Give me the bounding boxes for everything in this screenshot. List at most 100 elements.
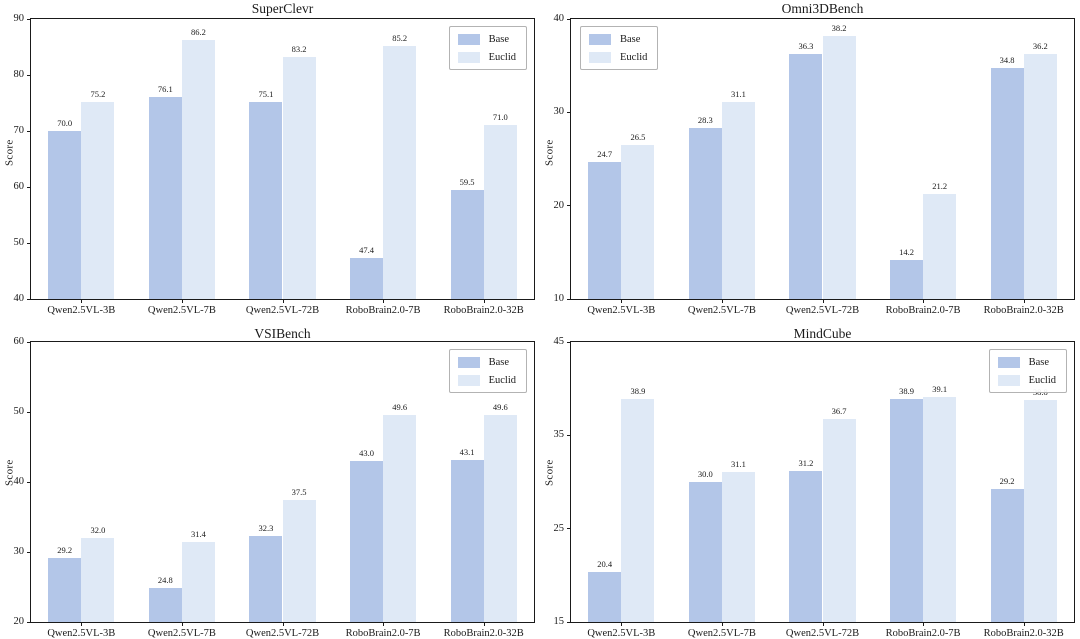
bar-value-label: 38.9 — [630, 385, 646, 396]
y-tick-mark — [27, 411, 31, 413]
legend-item: Base — [997, 355, 1056, 369]
bar-base — [349, 461, 384, 622]
legend: Base Euclid — [580, 26, 659, 70]
y-tick-mark — [27, 621, 31, 623]
bar-value-label: 36.2 — [1032, 41, 1048, 52]
y-tick-label: 60 — [13, 181, 25, 192]
bar-value-label: 29.2 — [57, 544, 73, 555]
y-tick-mark — [567, 528, 571, 530]
x-tick-mark — [483, 299, 485, 303]
y-tick-label: 40 — [13, 293, 25, 304]
x-tick-mark — [721, 299, 723, 303]
bar-base — [889, 398, 924, 622]
x-tick-mark — [822, 622, 824, 626]
y-axis-label: Score — [543, 139, 556, 167]
x-tick-mark — [621, 299, 623, 303]
bar-value-label: 26.5 — [630, 132, 646, 142]
bar-euclid — [822, 419, 856, 622]
bar-value-label: 37.5 — [291, 486, 307, 497]
y-tick-mark — [27, 186, 31, 188]
plot-area: 10 20 30 40 Qwen2.5VL-3B 24.7 26.5 Qwen2.5VL-7B… — [554, 13, 1075, 316]
x-category-label: Qwen2.5VL-7B — [687, 305, 756, 316]
bar-base — [889, 259, 924, 299]
bar-euclid — [1023, 54, 1057, 299]
x-tick-mark — [1023, 299, 1025, 303]
legend-swatch — [457, 33, 480, 45]
chart-title: Omni3DBench — [781, 1, 864, 16]
bar-value-label: 38.2 — [831, 22, 847, 33]
legend: Base Euclid — [988, 349, 1067, 393]
y-tick-label: 50 — [13, 406, 25, 417]
bar-value-label: 76.1 — [157, 83, 173, 94]
x-category-label: RoboBrain2.0-32B — [983, 628, 1064, 639]
bar-value-label: 75.2 — [90, 88, 106, 99]
bar-value-label: 24.7 — [597, 148, 613, 159]
bar-euclid — [923, 397, 957, 622]
x-category-label: Qwen2.5VL-3B — [587, 628, 656, 639]
x-tick-mark — [621, 622, 623, 626]
bar-base — [990, 67, 1024, 299]
bar-value-label: 59.5 — [459, 176, 475, 187]
bar-euclid — [621, 145, 655, 299]
bar-base — [688, 482, 722, 622]
bar-base — [450, 460, 484, 622]
y-axis-label: Score — [3, 139, 16, 167]
legend-item: Euclid — [589, 50, 647, 64]
y-tick-mark — [567, 341, 571, 343]
y-tick-label: 70 — [13, 125, 25, 136]
legend-item: Euclid — [997, 373, 1056, 387]
x-tick-mark — [383, 299, 385, 303]
y-tick-mark — [567, 205, 571, 207]
legend-item: Euclid — [457, 50, 516, 64]
chart-mindcube: MindCube Score 15 25 35 45 Qwen2.5VL-3B 20.4 3… — [540, 320, 1080, 639]
x-tick-mark — [383, 622, 385, 626]
y-tick-label: 30 — [13, 546, 25, 557]
legend-label: Euclid — [620, 51, 648, 63]
x-category-label: Qwen2.5VL-7B — [687, 628, 756, 639]
bar-value-label: 24.8 — [157, 575, 173, 586]
bar-euclid — [181, 40, 216, 299]
bar-value-label: 21.2 — [932, 181, 948, 192]
bar-base — [249, 102, 283, 299]
x-category-label: RoboBrain2.0-7B — [345, 305, 421, 316]
x-tick-mark — [923, 299, 925, 303]
x-tick-mark — [483, 622, 485, 626]
bar-value-label: 31.1 — [731, 458, 746, 469]
bar-value-label: 31.1 — [731, 89, 746, 100]
x-category-label: Qwen2.5VL-3B — [47, 628, 116, 639]
x-tick-mark — [81, 299, 83, 303]
legend-label: Base — [488, 33, 509, 45]
plot-area: 40 50 60 70 80 90 Qwen2.5VL-3B 70.0 75.2 Qwen2.5V… — [14, 13, 535, 316]
bar-euclid — [483, 125, 517, 299]
bar-value-label: 14.2 — [899, 246, 914, 257]
chart-title: SuperClevr — [251, 1, 314, 16]
x-category-label: Qwen2.5VL-3B — [587, 305, 656, 316]
y-tick-label: 60 — [13, 336, 25, 347]
bar-base — [148, 96, 182, 299]
bar-value-label: 31.2 — [798, 457, 814, 468]
legend: Base Euclid — [448, 26, 527, 70]
y-tick-mark — [27, 481, 31, 483]
bar-value-label: 28.3 — [697, 115, 713, 126]
legend-label: Base — [488, 356, 509, 368]
bar-value-label: 38.9 — [899, 385, 914, 396]
bar-value-label: 31.4 — [191, 529, 206, 540]
bar-value-label: 71.0 — [492, 112, 508, 123]
bar-value-label: 32.0 — [90, 525, 106, 535]
x-category-label: Qwen2.5VL-7B — [147, 305, 216, 316]
bar-euclid — [621, 398, 655, 622]
y-tick-mark — [27, 130, 31, 132]
bar-euclid — [721, 471, 756, 622]
bar-base — [789, 53, 823, 299]
bar-euclid — [181, 542, 216, 622]
y-tick-label: 25 — [553, 522, 565, 534]
bar-base — [990, 489, 1024, 622]
legend-swatch — [997, 356, 1020, 368]
x-category-label: RoboBrain2.0-32B — [443, 305, 524, 316]
y-tick-mark — [27, 341, 31, 343]
x-category-label: Qwen2.5VL-72B — [245, 628, 320, 639]
x-category-label: RoboBrain2.0-7B — [345, 628, 421, 639]
x-category-label: Qwen2.5VL-72B — [245, 305, 320, 316]
y-tick-mark — [567, 298, 571, 300]
